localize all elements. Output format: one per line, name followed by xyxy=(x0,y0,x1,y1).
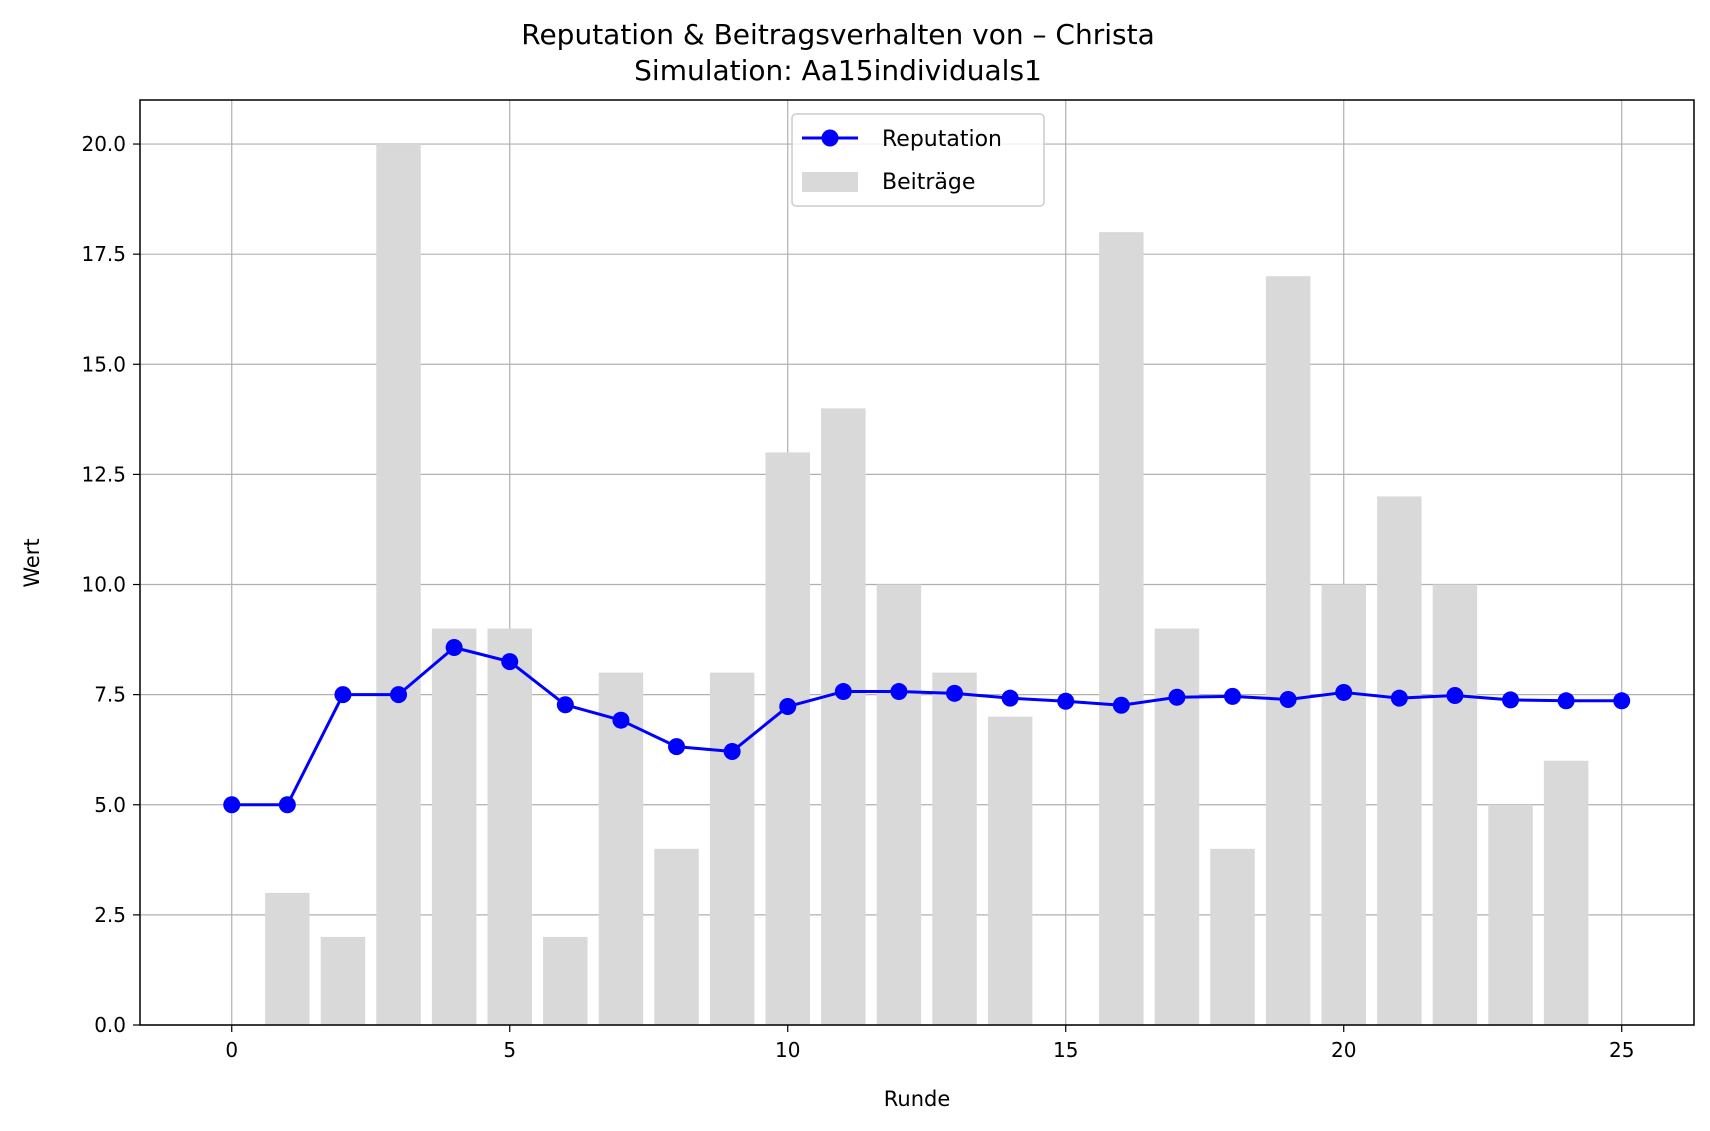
reputation-point xyxy=(445,639,463,657)
legend-label-beitraege: Beiträge xyxy=(882,170,975,195)
bar xyxy=(598,672,644,1025)
bar xyxy=(1154,628,1200,1025)
chart-subtitle: Simulation: Aa15individuals1 xyxy=(634,54,1042,87)
reputation-point xyxy=(1557,692,1575,710)
y-tick-label: 10.0 xyxy=(81,573,126,597)
bar xyxy=(487,628,532,1025)
bar xyxy=(1488,804,1533,1025)
x-axis-ticks: 0 5 10 15 20 25 xyxy=(225,1025,1634,1062)
reputation-point xyxy=(1335,683,1353,701)
y-axis-ticks: 0.0 2.5 5.0 7.5 10.0 12.5 15.0 17.5 20.0 xyxy=(81,132,140,1037)
reputation-point xyxy=(1001,689,1019,707)
reputation-point xyxy=(834,683,852,701)
reputation-point xyxy=(1613,692,1631,710)
bar xyxy=(876,584,922,1025)
x-tick-label: 0 xyxy=(225,1038,238,1062)
reputation-point xyxy=(556,696,574,714)
reputation-point xyxy=(668,738,686,756)
y-tick-label: 5.0 xyxy=(94,793,126,817)
reputation-point xyxy=(946,684,964,702)
bar xyxy=(932,672,977,1025)
reputation-point xyxy=(278,796,296,814)
reputation-point xyxy=(1057,692,1075,710)
x-tick-label: 15 xyxy=(1053,1038,1078,1062)
reputation-point xyxy=(501,653,519,671)
bar xyxy=(1265,276,1311,1025)
y-tick-label: 12.5 xyxy=(81,462,126,486)
bar xyxy=(709,672,755,1025)
x-axis-label: Runde xyxy=(884,1087,951,1111)
bar xyxy=(1432,584,1478,1025)
bar xyxy=(376,144,421,1026)
bar xyxy=(1099,232,1144,1026)
bar xyxy=(654,848,699,1025)
x-tick-label: 20 xyxy=(1331,1038,1356,1062)
reputation-point xyxy=(723,742,741,760)
bar-series-beitraege xyxy=(265,144,1589,1026)
legend-bar-swatch xyxy=(802,172,858,192)
legend: Reputation Beiträge xyxy=(791,113,1045,207)
chart-title: Reputation & Beitragsverhalten von – Chr… xyxy=(521,18,1155,51)
bar xyxy=(320,936,366,1025)
bar xyxy=(543,936,588,1025)
legend-marker-swatch xyxy=(821,129,839,147)
reputation-point xyxy=(1112,696,1130,714)
reputation-point xyxy=(612,711,630,729)
x-tick-label: 25 xyxy=(1609,1038,1634,1062)
reputation-point xyxy=(1446,687,1464,705)
line-series-reputation xyxy=(223,639,1631,814)
reputation-point xyxy=(1502,691,1520,709)
y-tick-label: 17.5 xyxy=(81,242,126,266)
legend-label-reputation: Reputation xyxy=(882,127,1002,152)
reputation-point xyxy=(1279,690,1297,708)
y-tick-label: 15.0 xyxy=(81,352,126,376)
y-tick-label: 0.0 xyxy=(94,1013,126,1037)
y-axis-label: Wert xyxy=(20,538,44,587)
reputation-point xyxy=(223,796,241,814)
reputation-point xyxy=(334,686,352,704)
bar xyxy=(1543,760,1589,1025)
reputation-point xyxy=(779,698,797,716)
y-tick-label: 2.5 xyxy=(94,903,126,927)
reputation-point xyxy=(1224,687,1242,705)
bar xyxy=(265,892,310,1025)
bar xyxy=(821,408,866,1025)
bar xyxy=(1377,496,1422,1025)
bar xyxy=(1321,584,1366,1025)
reputation-point xyxy=(390,686,408,704)
x-tick-label: 10 xyxy=(775,1038,800,1062)
bar xyxy=(431,628,477,1025)
plot-frame xyxy=(139,99,1695,1026)
bar xyxy=(987,716,1033,1025)
y-tick-label: 20.0 xyxy=(81,132,126,156)
bar xyxy=(1210,848,1255,1025)
reputation-point xyxy=(890,683,908,701)
reputation-line xyxy=(231,646,1622,807)
reputation-point xyxy=(1390,689,1408,707)
bar xyxy=(765,452,810,1025)
reputation-point xyxy=(1168,688,1186,706)
x-tick-label: 5 xyxy=(503,1038,516,1062)
y-tick-label: 7.5 xyxy=(94,683,126,707)
